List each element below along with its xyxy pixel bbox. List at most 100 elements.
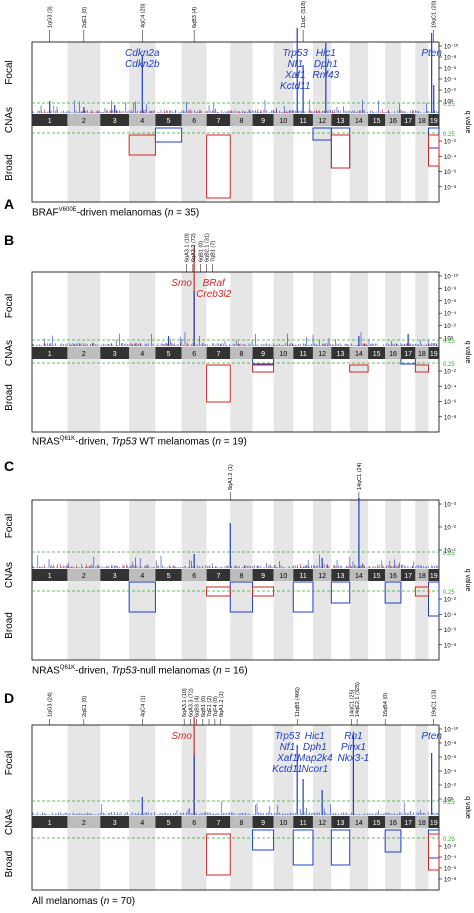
panel-c-broad-amp bbox=[384, 581, 402, 604]
panel-c-cnas-label: CNAs bbox=[4, 562, 15, 588]
panel-d-peak-label: 4qC4 (1) bbox=[140, 695, 146, 717]
panel-d-frame bbox=[31, 724, 440, 891]
panel-c-chromosome-label: 4 bbox=[140, 573, 144, 580]
panel-a-chromosome-label: 10 bbox=[280, 118, 288, 125]
panel-d-stripe bbox=[385, 725, 401, 890]
panel-b-qvalue-axis-label: q value bbox=[464, 341, 471, 364]
panel-d-gene-label: Map2k4 bbox=[297, 753, 333, 764]
panel-d-stripe bbox=[230, 725, 253, 890]
panel-a-chromosome-label: 1 bbox=[48, 118, 52, 125]
panel-d-chromosome-band bbox=[312, 816, 332, 828]
panel-d-peak-label: 14qE2.1 (325) bbox=[355, 682, 361, 717]
panel-d-peak-label: 7qF4 (0) bbox=[213, 696, 219, 717]
panel-c-chromosome-label: 2 bbox=[82, 573, 86, 580]
panel-a-chromosome-band bbox=[252, 114, 274, 126]
panel-a-broad-amp bbox=[427, 127, 440, 149]
panel-b-peak-label: 6qB2.1 (31) bbox=[205, 233, 211, 262]
panel-a-peak-label: 4qC4 (20) bbox=[140, 3, 146, 28]
panel-b-broad-del bbox=[206, 364, 231, 403]
panel-a-chromosome-band bbox=[349, 114, 369, 126]
panel-d-qvalue-tick-label: 10⁻⁴ bbox=[444, 769, 457, 776]
panel-b-cnas-label: CNAs bbox=[4, 340, 15, 366]
panel-a-chromosome-label: 11 bbox=[299, 118, 306, 125]
panel-d-chromosome-band bbox=[181, 816, 207, 828]
panel-a-chromosome-label: 18 bbox=[418, 118, 426, 125]
panel-d-chromosome-label: 3 bbox=[113, 820, 117, 827]
panel-c-focal-label: Focal bbox=[4, 514, 15, 538]
panel-d-chromosome-label: 5 bbox=[167, 820, 171, 827]
panel-b-chromosome-label: 3 bbox=[113, 351, 117, 358]
panel-d-qvalue-tick-label: 10⁰ bbox=[444, 797, 454, 804]
panel-a-gene-label: Nf1 bbox=[287, 59, 303, 70]
panel-c-broad-amp bbox=[427, 581, 440, 617]
panel-d-broad-del bbox=[206, 833, 231, 876]
panel-c-threshold-label: 0.25 bbox=[443, 590, 455, 596]
panel-b-chromosome-band bbox=[349, 347, 369, 359]
panel-c-broad-amp bbox=[229, 581, 254, 613]
panel-a-qvalue-tick-label: 10⁻⁸ bbox=[444, 55, 457, 62]
panel-c-chromosome-band bbox=[67, 569, 101, 581]
panel-a-chromosome-label: 2 bbox=[82, 118, 86, 125]
panel-a-chromosome-band bbox=[67, 114, 101, 126]
panel-c-chromosome-band bbox=[252, 569, 274, 581]
panel-b-qvalue-tick-label: 10⁰ bbox=[444, 336, 454, 343]
panel-a-gene-label: Trp53 bbox=[283, 48, 309, 59]
panel-d-gene-label: Nf1 bbox=[280, 742, 296, 753]
panel-c-chromosome-label: 7 bbox=[216, 573, 220, 580]
panel-b-chromosome-label: 18 bbox=[418, 351, 426, 358]
panel-d-chromosome-band bbox=[331, 816, 350, 828]
panel-d-peak-label: 11qB5 (466) bbox=[295, 687, 301, 717]
panel-d-chromosome-label: 9 bbox=[261, 820, 265, 827]
panel-a-peak-label: 1qG3 (3) bbox=[48, 6, 54, 28]
panel-c-chromosome-band bbox=[155, 569, 182, 581]
panel-d-gene-label: Xaf1 bbox=[276, 753, 298, 764]
panel-b-chromosome-band bbox=[206, 347, 231, 359]
panel-a-focal-label: Focal bbox=[4, 60, 15, 84]
panel-a-qvalue-tick-label: 10⁻² bbox=[444, 140, 456, 146]
panel-b-focal-label: Focal bbox=[4, 294, 15, 318]
panel-a-qvalue-tick-label: 10⁻¹⁰ bbox=[444, 44, 459, 51]
panel-a-chromosome-label: 19 bbox=[430, 118, 438, 125]
panel-c-chromosome-label: 3 bbox=[113, 573, 117, 580]
panel-a-chromosome-band bbox=[368, 114, 386, 126]
panel-a-peak-label: 6qB3 (4) bbox=[192, 7, 198, 28]
panel-a-chromosome-label: 14 bbox=[355, 118, 363, 125]
panel-b-peak-label: 7qB1 (7) bbox=[211, 241, 217, 262]
panel-a-chromosome-label: 6 bbox=[192, 118, 196, 125]
panel-b-qvalue-tick-label: 10⁻⁶ bbox=[444, 399, 457, 406]
panel-a-broad-amp bbox=[330, 127, 351, 169]
caption-c: NRASQ61K-driven, Trp53-null melanomas (n… bbox=[32, 665, 248, 677]
panel-c-chromosome-band bbox=[428, 569, 439, 581]
panel-d-chromosome-label: 17 bbox=[404, 820, 412, 827]
panel-d-chromosome-band bbox=[368, 816, 386, 828]
panel-c-chromosome-band bbox=[400, 569, 416, 581]
panel-b-broad-del bbox=[252, 364, 275, 373]
panel-b-chromosome-band bbox=[67, 347, 101, 359]
panel-d-chromosome-band bbox=[415, 816, 429, 828]
panel-d-chromosome-band bbox=[100, 816, 130, 828]
panel-c-chromosome-label: 15 bbox=[373, 573, 381, 580]
panel-d-chromosome-label: 11 bbox=[299, 820, 306, 827]
panel-a-qvalue-tick-label: 10⁰ bbox=[444, 99, 454, 106]
panel-a-chromosome-band bbox=[230, 114, 253, 126]
panel-d-chromosome-label: 12 bbox=[318, 820, 326, 827]
panel-a-chromosome-label: 4 bbox=[140, 118, 144, 125]
panel-a-chromosome-label: 5 bbox=[167, 118, 171, 125]
panel-d-peak-label: 2qE1 (0) bbox=[82, 696, 88, 717]
panel-c-qvalue-tick-label: 10⁻⁸ bbox=[444, 642, 457, 649]
panel-c-chromosome-label: 19 bbox=[430, 573, 438, 580]
panel-d-chromosome-band bbox=[293, 816, 313, 828]
panel-b-chromosome-band bbox=[230, 347, 253, 359]
panel-c-qvalue-tick-label: 10⁻⁴ bbox=[444, 612, 457, 619]
panel-c-broad-amp bbox=[128, 581, 156, 613]
panel-d-gene-label: Nkx3-1 bbox=[338, 753, 370, 764]
panel-a-gene-label: Cdkn2b bbox=[125, 59, 160, 70]
panel-a-qvalue-tick-label: 10⁻⁴ bbox=[444, 154, 457, 161]
panel-b-qvalue-tick-label: 10⁻⁴ bbox=[444, 311, 457, 318]
panel-c-chromosome-label: 10 bbox=[280, 573, 288, 580]
panel-d-chromosome-band bbox=[385, 816, 401, 828]
panel-b-chromosome-band bbox=[312, 347, 332, 359]
panel-a-threshold-label: 0.25 bbox=[443, 132, 455, 138]
panel-d-chromosome-label: 16 bbox=[389, 820, 397, 827]
panel-b-chromosome-band bbox=[129, 347, 156, 359]
